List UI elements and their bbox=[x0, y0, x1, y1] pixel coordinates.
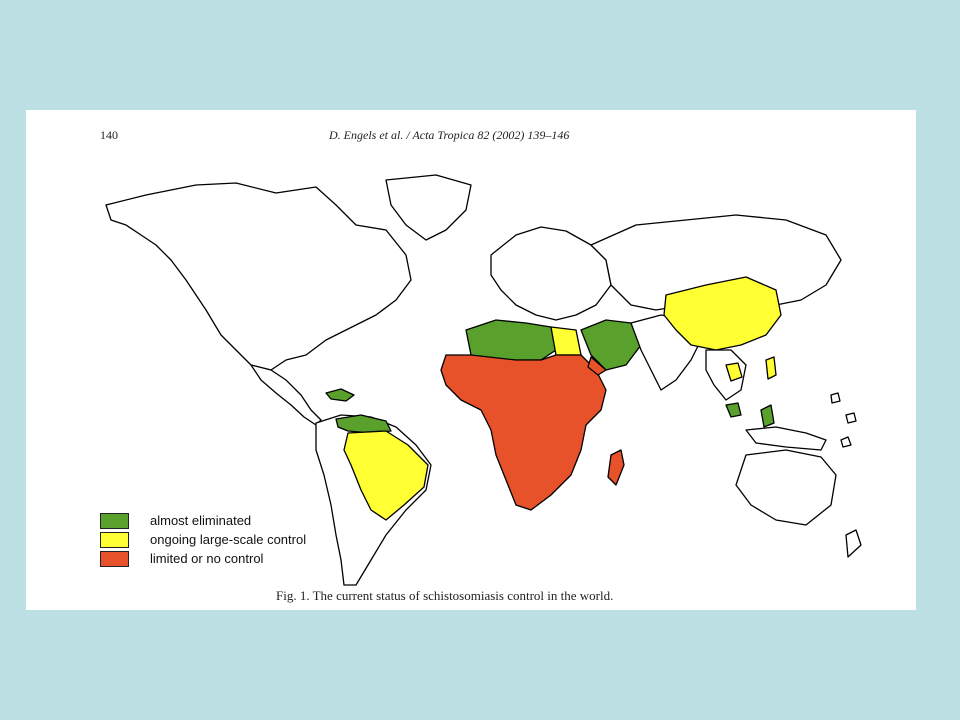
europe bbox=[490, 226, 612, 321]
legend-swatch-orange bbox=[100, 551, 129, 567]
southeast-asia bbox=[705, 349, 747, 401]
north-asia bbox=[590, 214, 842, 311]
central-america bbox=[250, 364, 322, 426]
australia bbox=[735, 449, 837, 526]
malaysia bbox=[725, 402, 742, 418]
north-america bbox=[105, 182, 412, 371]
legend-label: ongoing large-scale control bbox=[150, 532, 307, 547]
philippines bbox=[765, 356, 777, 380]
brazil bbox=[343, 430, 429, 521]
pacific-islands bbox=[830, 392, 857, 448]
figure-caption: Fig. 1. The current status of schistosom… bbox=[276, 588, 614, 603]
sulawesi bbox=[760, 404, 775, 428]
legend-item-almost-eliminated: almost eliminated bbox=[100, 512, 400, 530]
yemen bbox=[587, 356, 607, 376]
new-zealand bbox=[845, 529, 862, 558]
legend-item-limited-control: limited or no control bbox=[100, 550, 400, 568]
page-number: 140 bbox=[100, 128, 118, 142]
legend-swatch-green bbox=[100, 513, 129, 529]
madagascar bbox=[607, 449, 625, 486]
page-header: 140 D. Engels et al. / Acta Tropica 82 (… bbox=[26, 128, 916, 150]
legend-swatch-yellow bbox=[100, 532, 129, 548]
world-map bbox=[105, 174, 862, 586]
journal-citation: D. Engels et al. / Acta Tropica 82 (2002… bbox=[329, 128, 570, 142]
indonesia bbox=[745, 426, 827, 451]
north-africa bbox=[465, 319, 557, 361]
legend-label: limited or no control bbox=[150, 551, 264, 566]
legend: almost eliminated ongoing large-scale co… bbox=[100, 512, 400, 572]
figure-panel: 140 D. Engels et al. / Acta Tropica 82 (… bbox=[26, 110, 916, 610]
legend-label: almost eliminated bbox=[150, 513, 252, 528]
sub-saharan-africa bbox=[440, 354, 607, 511]
china bbox=[663, 276, 782, 351]
egypt bbox=[550, 326, 582, 356]
greenland bbox=[385, 174, 472, 241]
cambodia-laos bbox=[725, 362, 743, 382]
middle-east bbox=[580, 319, 642, 371]
legend-item-ongoing-control: ongoing large-scale control bbox=[100, 531, 400, 549]
caribbean bbox=[325, 388, 355, 402]
